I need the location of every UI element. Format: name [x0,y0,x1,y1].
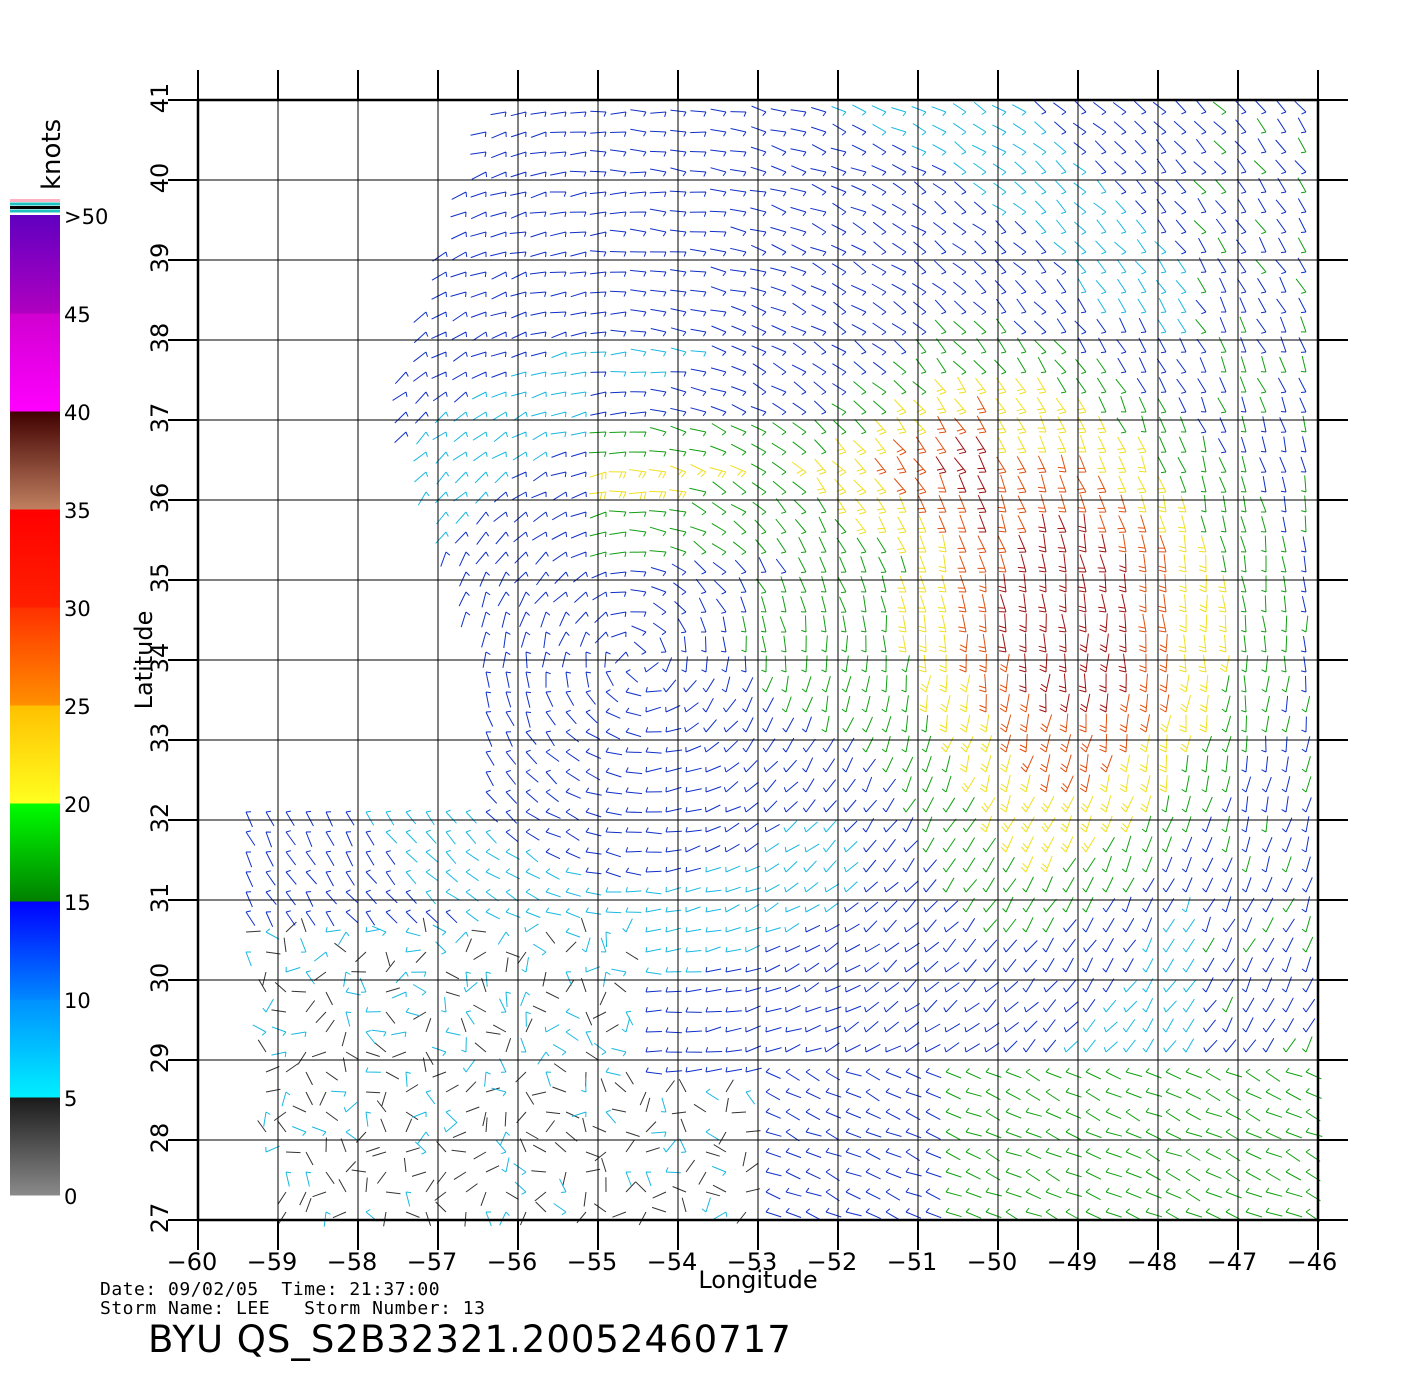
longitude-tick-label: −55 [567,1248,618,1276]
latitude-tick-label: 30 [146,963,174,994]
colorbar-tick-label: 30 [64,597,91,621]
colorbar-stripe [10,199,60,202]
latitude-tick-label: 28 [146,1123,174,1154]
product-title: BYU QS_S2B32321.20052460717 [148,1318,792,1361]
longitude-tick-label: −52 [807,1248,858,1276]
longitude-tick-label: −54 [647,1248,698,1276]
longitude-tick-label: −49 [1047,1248,1098,1276]
colorbar-title: knots [37,119,67,190]
wind-vector-group [935,436,1127,713]
colorbar-band-15-20 [10,803,60,902]
colorbar-tick-label: 5 [64,1087,77,1111]
colorbar-tick-label: >50 [64,205,108,229]
wind-vectors [245,99,1323,1227]
longitude-tick-labels: −60 −59 −58 −57 −56 −55 −54 −53 −52 −51 −50 −49 −48 −… [167,1248,1338,1276]
colorbar-band-20-25 [10,705,60,804]
latitude-tick-label: 35 [146,563,174,594]
longitude-tick-label: −48 [1127,1248,1178,1276]
wind-vector-group [588,376,1230,873]
wind-speed-colorbar [10,199,60,1196]
latitude-tick-label: 38 [146,323,174,354]
plot-frame [196,98,1320,1222]
wind-vector-group [874,396,1170,793]
colorbar-tick-label: 45 [64,303,91,327]
wind-vector-group [245,99,1316,1221]
latitude-tick-label: 33 [146,723,174,754]
longitude-tick-label: −59 [247,1248,298,1276]
longitude-tick-label: −53 [727,1248,778,1276]
storm-info-caption: Storm Name: LEE Storm Number: 13 [100,1298,486,1319]
latitude-tick-label: 27 [146,1203,174,1234]
x-axis-title: Longitude [698,1266,817,1294]
latitude-tick-label: 37 [146,403,174,434]
longitude-tick-label: −56 [487,1248,538,1276]
latitude-tick-label: 36 [146,483,174,514]
colorbar-stripe [10,206,60,209]
colorbar-band-40-45 [10,313,60,412]
colorbar-stripe [10,202,60,206]
colorbar-tick-label: 20 [64,793,91,817]
colorbar-tick-label: 0 [64,1185,77,1209]
colorbar-band-25-30 [10,607,60,706]
colorbar-band-10-15 [10,901,60,1000]
longitude-tick-label: −46 [1287,1248,1338,1276]
latitude-tick-label: 41 [146,83,174,114]
colorbar-stripe [10,209,60,213]
colorbar-band-0-5 [10,1097,60,1196]
longitude-tick-label: −60 [167,1248,218,1276]
lat-lon-grid [168,70,1348,1250]
longitude-tick-label: −50 [967,1248,1018,1276]
longitude-tick-label: −47 [1207,1248,1258,1276]
colorbar-tick-labels: >50 45 40 35 30 25 20 15 10 5 0 [64,205,108,1209]
date-time-caption: Date: 09/02/05 Time: 21:37:00 [100,1279,441,1300]
longitude-tick-label: −57 [407,1248,458,1276]
colorbar-band-5-10 [10,999,60,1098]
colorbar-tick-label: 25 [64,695,91,719]
colorbar-tick-label: 35 [64,499,91,523]
y-axis-title: Latitude [130,611,158,710]
longitude-tick-label: −58 [327,1248,378,1276]
colorbar-tick-label: 15 [64,891,91,915]
latitude-tick-label: 32 [146,803,174,834]
colorbar-tick-label: 40 [64,401,91,425]
colorbar-band-45-50 [10,215,60,314]
latitude-tick-label: 34 [146,643,174,674]
latitude-tick-label: 39 [146,243,174,274]
longitude-tick-label: −51 [887,1248,938,1276]
latitude-tick-label: 29 [146,1043,174,1074]
wind-vector-group [245,101,1197,1227]
colorbar-band-30-35 [10,509,60,608]
colorbar-tick-label: 10 [64,989,91,1013]
latitude-tick-labels: 27 28 29 30 31 32 33 34 35 36 37 38 39 40 41 [146,83,174,1234]
colorbar-band-35-40 [10,411,60,510]
wind-vector-group [589,101,1323,1222]
latitude-tick-label: 40 [146,163,174,194]
latitude-tick-label: 31 [146,883,174,914]
